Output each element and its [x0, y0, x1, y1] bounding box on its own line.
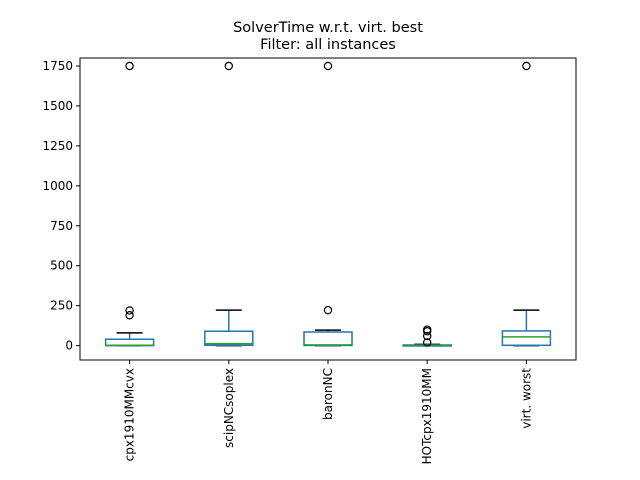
y-tick-label: 750 [50, 219, 73, 233]
x-tick-label: virt. worst [519, 368, 533, 429]
box [303, 331, 353, 347]
y-tick-label: 0 [65, 339, 73, 353]
x-tick-label: scipNCsoplex [222, 368, 236, 448]
y-tick-label: 250 [50, 299, 73, 313]
y-tick-label: 1250 [42, 139, 73, 153]
chart-subtitle: Filter: all instances [260, 37, 396, 53]
chart-title: SolverTime w.r.t. virt. best [233, 20, 423, 36]
axes-frame [79, 57, 577, 361]
outlier-point [423, 331, 432, 341]
box [204, 330, 254, 347]
outlier-point [125, 311, 134, 320]
outlier-point [423, 325, 432, 334]
y-tick-label: 1750 [42, 59, 73, 73]
outlier-point [323, 61, 333, 71]
outlier-point [125, 61, 134, 71]
y-tick-label: 500 [50, 259, 73, 273]
y-tick-label: 1000 [42, 179, 73, 193]
plot-area: 0 250 500 750 1000 1250 1500 1750 cpx1910MMcvx sc… [42, 59, 552, 464]
outlier-point [423, 338, 432, 347]
outlier-point [323, 305, 333, 315]
outlier-point [125, 306, 134, 315]
x-tick-label: HOTcpx1910MM [420, 368, 434, 464]
x-tick-label: cpx1910MMcvx [123, 368, 137, 461]
x-tick-label: baronNC [321, 368, 335, 420]
outlier-point [522, 61, 531, 71]
y-tick-label: 1500 [42, 99, 73, 113]
box [501, 330, 552, 347]
outlier-point [224, 61, 233, 71]
